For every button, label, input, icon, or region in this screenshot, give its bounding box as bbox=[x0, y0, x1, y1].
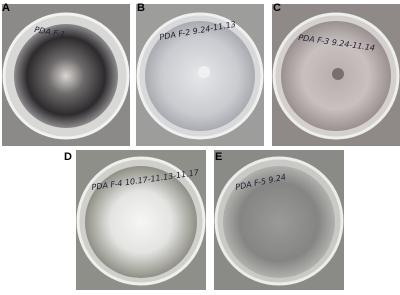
panel-e: E PDA F-5 9.24 bbox=[214, 150, 344, 290]
inoculum bbox=[198, 66, 210, 78]
culture bbox=[223, 166, 335, 278]
panel-label: B bbox=[137, 2, 145, 14]
inoculum bbox=[332, 68, 344, 80]
panel-label: E bbox=[215, 151, 222, 163]
panel-a: A PDA F-1 bbox=[2, 2, 130, 146]
panel-label: D bbox=[64, 151, 72, 163]
panel-label: C bbox=[273, 2, 281, 14]
panel-c: C PDA F-3 9.24-11.14 bbox=[272, 2, 400, 146]
culture bbox=[85, 166, 197, 278]
panel-d: D PDA F-4 10.17-11.13-11.17 bbox=[64, 150, 206, 290]
panel-b: B PDA F-2 9.24-11.13 bbox=[136, 2, 264, 146]
culture bbox=[14, 24, 118, 128]
panel-label: A bbox=[2, 2, 10, 14]
